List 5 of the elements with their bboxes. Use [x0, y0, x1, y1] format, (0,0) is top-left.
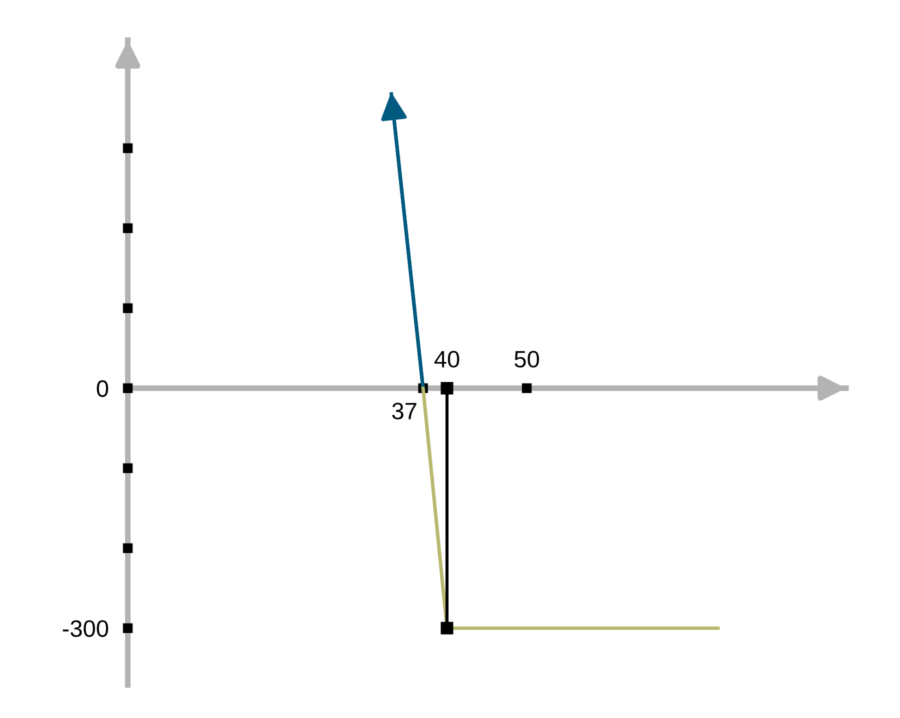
- x-tick-label: 40: [434, 350, 460, 368]
- x-tick-label: 50: [514, 350, 540, 368]
- y-tick-label: -300: [62, 620, 108, 637]
- y-tick-label: 0: [96, 380, 108, 397]
- annotation: 37: [392, 402, 416, 420]
